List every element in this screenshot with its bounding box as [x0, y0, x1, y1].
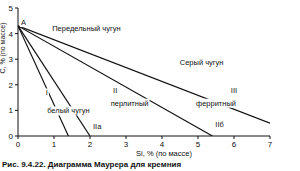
x-tick-label: 2: [88, 140, 93, 149]
x-tick-label: 5: [196, 140, 201, 149]
x-axis-label: Si, % (по массе): [136, 149, 192, 158]
x-tick: [54, 136, 55, 139]
annotation-bg: [92, 122, 103, 131]
y-tick-label: 3: [9, 55, 14, 64]
x-tick: [270, 136, 271, 139]
plot-lines: [18, 26, 270, 136]
x-axis: [18, 136, 270, 137]
boundary-line: [18, 26, 90, 136]
x-tick: [198, 136, 199, 139]
annotation-bg: [45, 88, 49, 97]
annotation-bg: [214, 120, 224, 129]
x-tick-label: 0: [16, 140, 21, 149]
x-tick: [162, 136, 163, 139]
annotation: перлитный: [111, 99, 149, 108]
y-tick: [15, 136, 18, 137]
y-tick-label: 1: [9, 106, 14, 115]
x-tick-label: 4: [160, 140, 165, 149]
y-axis-label: C, % (по массе): [0, 22, 7, 73]
y-tick: [15, 59, 18, 60]
x-tick-label: 1: [52, 140, 57, 149]
y-tick-label: 0: [9, 132, 14, 141]
annotation: ферритный: [196, 99, 236, 108]
annotation: II: [113, 86, 117, 95]
annotation: IIб: [215, 120, 223, 129]
y-tick: [15, 84, 18, 85]
annotation: Передельный чугун: [52, 24, 120, 33]
boundary-line: [18, 26, 270, 123]
annotation-bg: [20, 18, 27, 27]
annotation-bg: [230, 86, 238, 95]
title: Рис. 9.4.22. Диаграмма Маурера для кремн…: [2, 160, 181, 169]
annotation: I: [46, 88, 48, 97]
x-tick-label: 6: [232, 140, 237, 149]
y-tick-label: 5: [9, 4, 14, 13]
x-tick: [126, 136, 127, 139]
boundary-line: [18, 26, 212, 136]
annotation-bg: [179, 58, 225, 67]
annotation: белый чугун: [47, 106, 89, 115]
x-tick: [234, 136, 235, 139]
x-tick-label: 7: [268, 140, 273, 149]
y-tick: [15, 8, 18, 9]
annotation: A: [21, 18, 26, 27]
annotation-bg: [112, 86, 118, 95]
y-tick-label: 2: [9, 81, 14, 90]
annotation-bg: [195, 99, 237, 108]
x-tick: [90, 136, 91, 139]
annotation-bg: [110, 99, 150, 108]
annotation: III: [231, 86, 237, 95]
y-tick: [15, 110, 18, 111]
y-tick-label: 4: [9, 30, 14, 39]
y-tick: [15, 33, 18, 34]
annotation: IIа: [93, 122, 102, 131]
annotation: Серый чугун: [180, 58, 224, 67]
annotation-bg: [46, 106, 90, 115]
x-tick-label: 3: [124, 140, 129, 149]
annotation-bg: [51, 24, 121, 33]
chart: 0 1 2 3 4 5 6 7 0 1 2 3 4 5 Si, % (по массе) C, % (по м…: [0, 0, 300, 171]
